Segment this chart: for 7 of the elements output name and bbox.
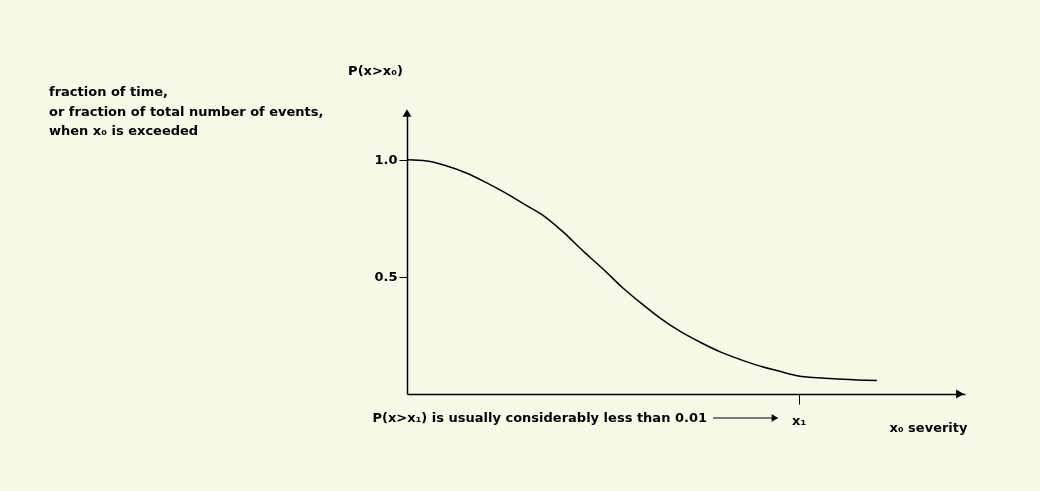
x-axis-title: x₀ severity (889, 419, 969, 435)
y-tick-label: 0.5 (374, 269, 398, 285)
y-tick-label: 1.0 (374, 152, 398, 168)
text: fraction of time, or fraction of total number of events, when x₀ is exceeded (49, 84, 324, 138)
y-axis-title: P(x>x₀) (348, 62, 403, 78)
x-tick-label: x₁ (792, 412, 807, 428)
text: P(x>x₁) is usually considerably less than 0.01 (372, 410, 707, 425)
